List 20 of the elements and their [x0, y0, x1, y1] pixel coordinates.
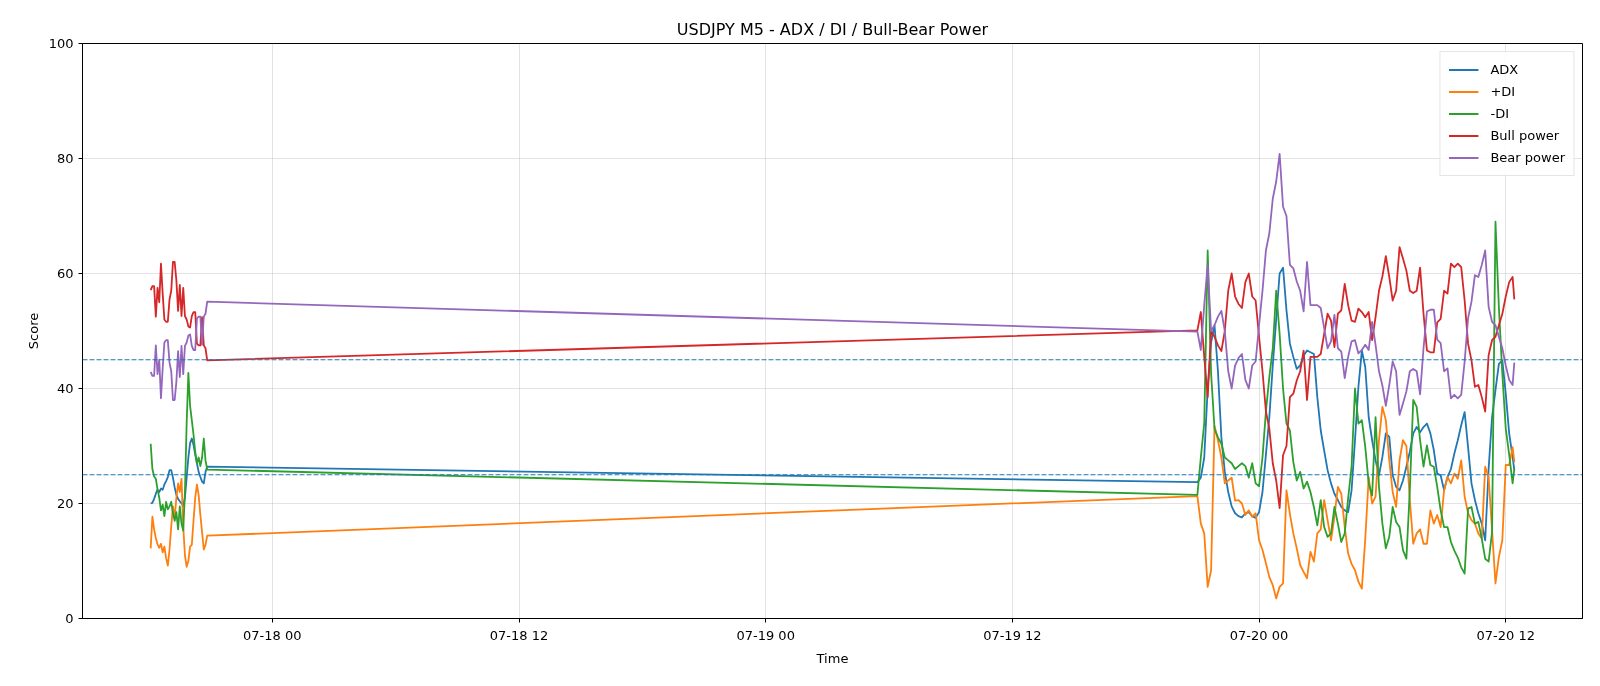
x-tick-label: 07-20 12	[1476, 627, 1535, 643]
legend-label: Bear power	[1490, 149, 1565, 167]
y-tick-label: 20	[56, 496, 74, 511]
y-tick-label: 80	[56, 151, 74, 166]
x-tick-label: 07-19 12	[983, 627, 1042, 643]
y-tick-label: 60	[56, 266, 74, 281]
chart-title: USDJPY M5 - ADX / DI / Bull-Bear Power	[676, 19, 989, 39]
x-tick-label: 07-19 00	[736, 627, 795, 643]
x-tick-label: 07-20 00	[1229, 627, 1289, 643]
y-tick-label: 0	[65, 611, 74, 626]
legend-label: ADX	[1490, 61, 1519, 79]
y-tick-label: 100	[48, 36, 74, 51]
x-tick-label: 07-18 12	[489, 627, 549, 643]
x-tick-label: 07-18 00	[243, 627, 302, 643]
y-tick-label: 40	[56, 381, 74, 396]
x-axis-title: Time	[815, 650, 849, 666]
y-axis-title: Score	[25, 312, 41, 350]
legend-label: +DI	[1490, 83, 1516, 101]
legend-label: Bull power	[1490, 127, 1560, 145]
legend-label: -DI	[1490, 105, 1510, 123]
